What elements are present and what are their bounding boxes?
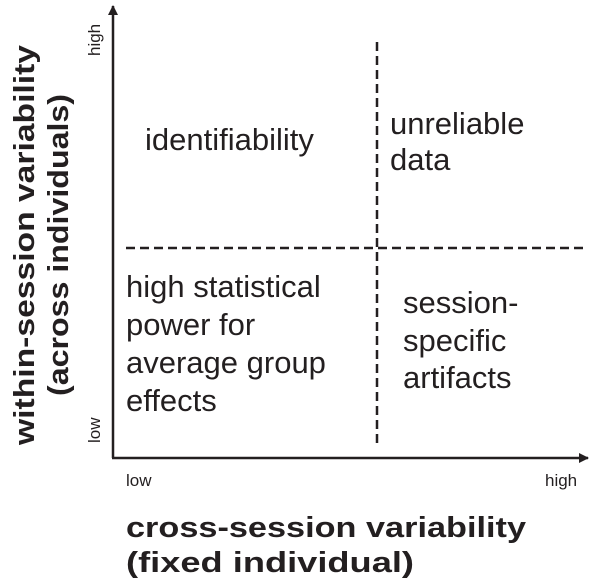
quadrant-bottom-right-line3: artifacts bbox=[403, 360, 512, 395]
y-high-label: high bbox=[85, 24, 104, 56]
quadrant-bottom-left-line2: power for bbox=[126, 307, 255, 342]
quadrant-bottom-left-line1: high statistical bbox=[126, 269, 321, 304]
quadrant-bottom-right-line2: specific bbox=[403, 323, 506, 358]
y-low-label: low bbox=[85, 417, 104, 443]
quadrant-top-right-line2: data bbox=[390, 142, 451, 177]
quadrant-bottom-left-line3: average group bbox=[126, 345, 326, 380]
quadrant-bottom-left-line4: effects bbox=[126, 383, 217, 418]
y-axis-title-line1: within-session variability bbox=[9, 45, 41, 446]
x-low-label: low bbox=[126, 471, 152, 490]
x-axis-title-line1: cross-session variability bbox=[126, 512, 526, 544]
quadrant-top-left-line1: identifiability bbox=[145, 122, 314, 157]
x-high-label: high bbox=[545, 471, 577, 490]
quadrant-top-right-line1: unreliable bbox=[390, 106, 524, 141]
y-axis-title-line2: (across individuals) bbox=[43, 94, 75, 396]
quadrant-bottom-right-line1: session- bbox=[403, 285, 518, 320]
y-axis-title: within-session variability (across indiv… bbox=[9, 45, 75, 446]
x-axis-title-line2: (fixed individual) bbox=[126, 547, 414, 579]
